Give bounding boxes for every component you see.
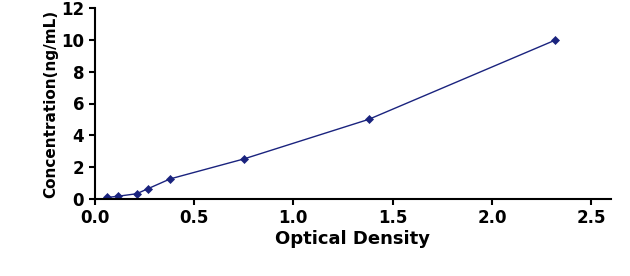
Y-axis label: Concentration(ng/mL): Concentration(ng/mL) bbox=[43, 9, 58, 198]
X-axis label: Optical Density: Optical Density bbox=[275, 230, 430, 248]
